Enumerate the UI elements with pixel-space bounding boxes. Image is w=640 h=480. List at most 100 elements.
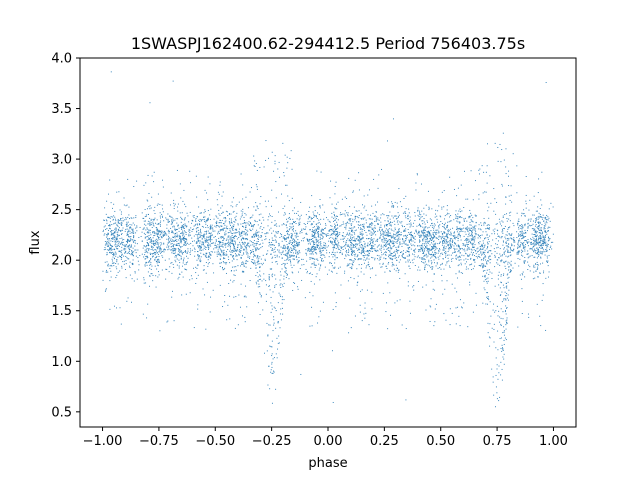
data-point [518, 239, 520, 241]
data-point [126, 252, 128, 254]
data-point [275, 240, 277, 242]
data-point [537, 228, 539, 229]
data-point [197, 239, 199, 241]
data-point [520, 244, 522, 246]
data-point [466, 240, 468, 242]
data-point [114, 235, 116, 237]
data-point [389, 257, 391, 259]
data-point [282, 247, 284, 249]
data-point [116, 238, 118, 240]
data-point [244, 262, 246, 264]
data-point [404, 257, 406, 259]
data-point [524, 240, 526, 242]
data-point [522, 225, 524, 227]
data-point [508, 289, 510, 291]
data-point [537, 216, 539, 218]
data-point [275, 232, 277, 234]
data-point [214, 244, 216, 246]
data-point [443, 268, 445, 270]
data-point [120, 217, 122, 219]
data-point [361, 228, 363, 230]
data-point [400, 222, 402, 224]
data-point [285, 250, 287, 252]
data-point [177, 206, 178, 208]
data-point [128, 247, 130, 249]
data-point [419, 213, 421, 215]
data-point [102, 231, 104, 233]
data-point [256, 241, 258, 243]
data-point [240, 231, 242, 233]
data-point [532, 246, 534, 248]
data-point [438, 235, 440, 237]
data-point [374, 259, 376, 261]
data-point [280, 308, 282, 310]
data-point [293, 221, 295, 223]
data-point [399, 243, 401, 245]
data-point [161, 243, 163, 245]
data-point [244, 295, 246, 297]
data-point [286, 218, 287, 220]
data-point [200, 256, 202, 258]
data-point [333, 230, 335, 232]
data-point [483, 257, 485, 259]
data-point [146, 255, 148, 257]
data-point [109, 249, 111, 251]
data-point [104, 244, 106, 246]
data-point [322, 238, 324, 240]
data-point [298, 222, 300, 224]
data-point [210, 232, 212, 234]
data-point [334, 230, 336, 232]
data-point [487, 296, 489, 298]
data-point [218, 251, 219, 253]
data-point [237, 324, 239, 326]
data-point [364, 205, 366, 207]
data-point [540, 236, 542, 238]
data-point [273, 316, 275, 318]
data-point [286, 229, 288, 231]
data-point [472, 226, 474, 228]
data-point [243, 233, 245, 235]
data-point [509, 262, 511, 264]
data-point [200, 245, 202, 247]
data-point [428, 241, 430, 243]
data-point [158, 231, 160, 233]
data-point [252, 256, 254, 258]
data-point [393, 252, 395, 254]
data-point [458, 246, 460, 248]
data-point [459, 231, 461, 233]
data-point [287, 247, 289, 249]
data-point [207, 244, 209, 246]
data-point [325, 224, 327, 226]
data-point [419, 241, 421, 243]
data-point [313, 229, 315, 231]
data-point [325, 244, 327, 246]
data-point [542, 251, 544, 253]
data-point [155, 239, 157, 241]
data-point [374, 215, 376, 217]
data-point [429, 239, 431, 241]
data-point [156, 255, 158, 257]
data-point [200, 231, 202, 233]
data-point [311, 273, 313, 275]
data-point [294, 248, 296, 250]
data-point [430, 257, 432, 259]
data-point [507, 269, 509, 271]
data-point [447, 221, 449, 223]
data-point [168, 248, 170, 250]
data-point [107, 229, 109, 231]
data-point [505, 286, 507, 288]
data-point [113, 254, 115, 256]
data-point [345, 243, 347, 245]
data-point [292, 272, 294, 274]
data-point [545, 249, 547, 251]
data-point [489, 255, 491, 257]
data-point [299, 221, 301, 223]
data-point [516, 212, 518, 214]
data-point [209, 244, 211, 246]
data-point [549, 226, 551, 228]
data-point [330, 242, 332, 244]
data-point [455, 243, 457, 245]
data-point [221, 225, 223, 227]
data-point [373, 178, 375, 180]
data-point [126, 300, 128, 302]
